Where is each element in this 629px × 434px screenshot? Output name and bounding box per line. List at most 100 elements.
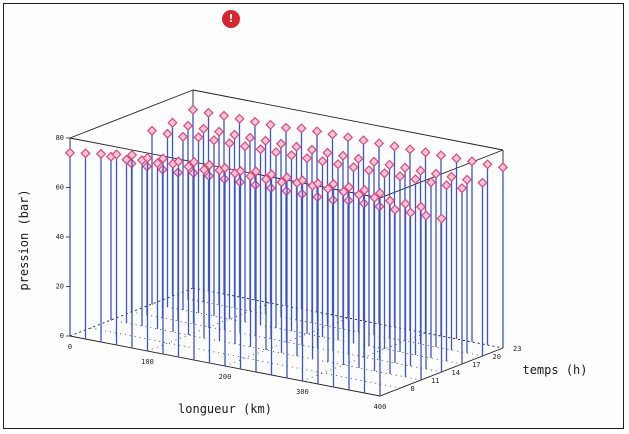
data-point-marker	[286, 150, 297, 161]
data-point-marker	[430, 168, 442, 179]
y-tick-label: 23	[513, 345, 521, 353]
data-point-marker	[322, 183, 334, 194]
x-tick-label: 0	[68, 343, 72, 351]
axis-labels: longueur (km) temps (h) pression (bar)	[17, 189, 588, 416]
data-point-marker	[311, 126, 323, 137]
data-point-marker	[415, 165, 426, 176]
data-point-marker	[374, 187, 386, 199]
data-point-marker	[389, 204, 401, 215]
data-point-marker	[446, 171, 457, 182]
data-point-marker	[410, 174, 421, 185]
series-row-17	[146, 125, 468, 364]
data-point-marker	[466, 156, 478, 167]
data-point-marker	[405, 207, 416, 218]
data-point-marker	[187, 104, 199, 115]
data-point-marker	[291, 141, 302, 152]
data-point-marker	[95, 148, 107, 159]
data-point-marker	[327, 129, 338, 140]
data-point-marker	[245, 171, 256, 182]
data-point-marker	[213, 126, 225, 137]
data-point-marker	[80, 148, 91, 159]
y-axis-label: temps (h)	[522, 363, 587, 377]
data-point-marker	[142, 152, 153, 164]
data-point-marker	[121, 154, 132, 165]
data-point-marker	[394, 171, 406, 182]
x-axis-label: longueur (km)	[178, 402, 272, 416]
data-point-marker	[193, 132, 204, 143]
data-point-marker	[255, 144, 266, 155]
y-tick-label: 11	[431, 377, 439, 385]
data-point-marker	[337, 150, 349, 161]
data-point-marker	[461, 174, 473, 185]
data-point-marker	[348, 162, 359, 173]
data-point-marker	[188, 156, 200, 168]
data-point-marker	[384, 195, 396, 206]
y-tick-label: 8	[411, 385, 415, 393]
data-point-marker	[477, 177, 488, 188]
data-point-marker	[126, 149, 138, 161]
data-point-marker	[297, 175, 308, 186]
data-point-marker	[482, 159, 493, 170]
data-point-marker	[358, 135, 369, 146]
data-point-marker	[260, 135, 271, 146]
data-point-marker	[343, 181, 355, 193]
data-point-marker	[373, 138, 385, 149]
data-point-marker	[451, 153, 462, 164]
data-point-marker	[322, 147, 333, 158]
x-tick-label: 200	[219, 373, 232, 381]
data-point-marker	[400, 198, 411, 209]
data-point-marker	[249, 116, 261, 127]
stems	[64, 104, 509, 396]
data-point-marker	[157, 153, 169, 164]
z-tick-label: 40	[56, 233, 64, 241]
data-point-marker	[415, 201, 427, 212]
tick-labels: 0 20 40 60 80 0 100 200 300 400 8 11 14 17 20 23	[56, 134, 522, 411]
data-point-marker	[182, 120, 194, 131]
y-tick-label: 20	[493, 353, 501, 361]
data-point-marker	[203, 107, 214, 118]
data-point-marker	[266, 169, 277, 180]
series-row-11	[105, 151, 427, 380]
data-point-marker	[404, 144, 416, 155]
data-point-marker	[332, 159, 344, 170]
z-tick-label: 20	[56, 283, 64, 291]
data-point-marker	[338, 186, 349, 197]
data-point-marker	[420, 147, 431, 158]
data-point-marker	[436, 213, 447, 224]
data-point-marker	[183, 161, 194, 172]
box-edge	[69, 89, 194, 139]
z-tick-label: 0	[60, 332, 64, 340]
y-tick-label: 14	[452, 369, 460, 377]
data-point-marker	[229, 129, 240, 140]
data-point-marker	[167, 117, 178, 128]
data-point-marker	[379, 168, 390, 179]
data-point-marker	[368, 156, 380, 167]
data-point-marker	[275, 138, 287, 149]
data-point-marker	[399, 162, 411, 173]
x-tick-label: 300	[296, 388, 309, 396]
data-point-marker	[363, 165, 375, 176]
data-point-marker	[281, 172, 293, 183]
data-point-marker	[173, 156, 184, 167]
data-point-marker	[219, 162, 231, 174]
data-point-marker	[328, 178, 339, 190]
alert-badge-icon: !	[222, 10, 240, 28]
data-point-marker	[306, 144, 318, 155]
data-point-marker	[317, 156, 328, 167]
data-point-marker	[435, 150, 447, 161]
data-point-marker	[244, 132, 256, 143]
data-point-marker	[280, 122, 292, 133]
data-point-marker	[270, 147, 282, 158]
data-point-marker	[208, 135, 220, 146]
data-point-marker	[235, 165, 246, 177]
data-point-marker	[384, 159, 395, 170]
data-point-marker	[146, 125, 158, 136]
data-point-marker	[218, 110, 230, 121]
data-point-marker	[353, 153, 364, 164]
data-point-marker	[177, 131, 189, 142]
data-point-marker	[260, 174, 272, 185]
chart-frame	[3, 3, 624, 429]
data-point-marker	[152, 158, 163, 169]
data-point-marker	[111, 149, 122, 160]
data-point-marker	[312, 178, 324, 189]
